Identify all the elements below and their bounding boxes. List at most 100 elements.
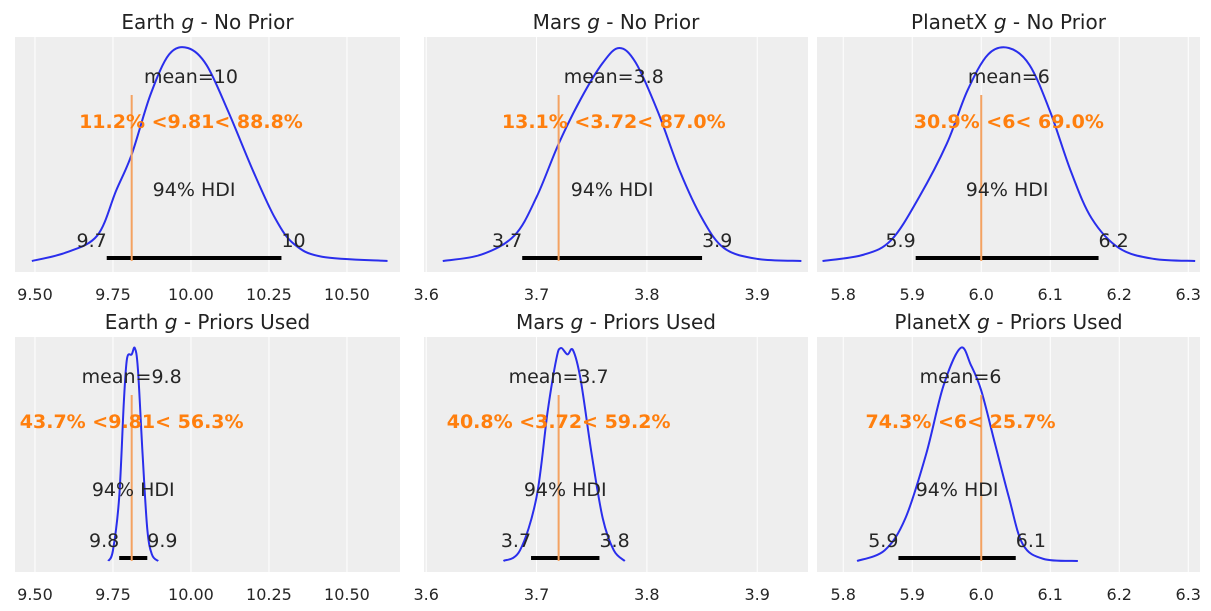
title-suffix: - No Prior — [600, 10, 700, 34]
x-tick-label: 6.0 — [969, 285, 994, 304]
x-tick-label: 9.50 — [17, 585, 53, 604]
plot-area — [15, 337, 400, 572]
mean-label: mean=3.8 — [564, 66, 664, 88]
hdi-label: 94% HDI — [153, 179, 236, 201]
plot-area — [424, 337, 808, 572]
title-suffix: - Priors Used — [177, 310, 310, 334]
hdi-high-label: 9.9 — [147, 530, 177, 552]
x-tick-label: 3.7 — [524, 285, 549, 304]
x-tick-label: 9.50 — [17, 285, 53, 304]
subplot-title: Earth g - No Prior — [121, 10, 294, 34]
subplot-5: 3.6 3.7 3.8 3.9 Mars g - Priors Used mean=3.7… — [413, 310, 808, 604]
x-tick-label: 6.2 — [1107, 285, 1132, 304]
x-tick-label: 3.6 — [413, 285, 438, 304]
density-curve — [856, 346, 1078, 562]
mean-label: mean=6 — [968, 66, 1050, 88]
reference-label: 74.3% <6< 25.7% — [865, 411, 1055, 433]
title-suffix: - Priors Used — [583, 310, 716, 334]
subplot-2: 3.6 3.7 3.8 3.9 Mars g - No Prior mean=3.8 13.… — [413, 10, 808, 304]
hdi-low-label: 9.7 — [77, 230, 107, 252]
mean-label: mean=6 — [920, 366, 1002, 388]
title-suffix: - No Prior — [1007, 10, 1107, 34]
hdi-low-label: 9.8 — [89, 530, 119, 552]
hdi-high-label: 3.9 — [702, 230, 732, 252]
x-tick-label: 6.2 — [1107, 585, 1132, 604]
x-tick-label: 5.9 — [900, 285, 925, 304]
density-curve — [442, 46, 802, 262]
reference-label: 43.7% <9.81< 56.3% — [20, 411, 244, 433]
x-tick-label: 3.9 — [745, 585, 770, 604]
subplot-4: 9.50 9.75 10.00 10.25 10.50 Earth g - Priors … — [15, 310, 400, 604]
x-tick-label: 6.3 — [1176, 585, 1201, 604]
x-tick-label: 6.3 — [1176, 285, 1201, 304]
x-tick-label: 9.75 — [95, 285, 131, 304]
title-suffix: - No Prior — [194, 10, 294, 34]
hdi-high-label: 3.8 — [599, 530, 629, 552]
density-curve — [107, 346, 159, 562]
x-tick-label: 9.75 — [95, 585, 131, 604]
title-variable: g — [165, 310, 178, 334]
subplot-1: 9.50 9.75 10.00 10.25 10.50 Earth g - No Prio… — [15, 10, 400, 304]
hdi-high-label: 10 — [281, 230, 305, 252]
hdi-label: 94% HDI — [92, 479, 175, 501]
subplot-title: Earth g - Priors Used — [105, 310, 310, 334]
reference-label: 30.9% <6< 69.0% — [914, 111, 1104, 133]
plot-area — [15, 37, 400, 272]
x-tick-label: 10.00 — [168, 585, 214, 604]
hdi-low-label: 3.7 — [492, 230, 522, 252]
hdi-label: 94% HDI — [524, 479, 607, 501]
hdi-label: 94% HDI — [571, 179, 654, 201]
hdi-low-label: 3.7 — [501, 530, 531, 552]
title-prefix: Earth — [105, 310, 165, 334]
x-tick-label: 3.8 — [634, 285, 659, 304]
title-variable: g — [181, 10, 194, 34]
plot-area — [424, 37, 808, 272]
title-variable: g — [994, 10, 1007, 34]
subplot-title: Mars g - No Prior — [533, 10, 700, 34]
title-suffix: - Priors Used — [990, 310, 1123, 334]
x-tick-label: 5.8 — [830, 285, 855, 304]
subplot-title: Mars g - Priors Used — [516, 310, 716, 334]
x-tick-label: 3.7 — [524, 585, 549, 604]
title-prefix: Mars — [516, 310, 571, 334]
hdi-label: 94% HDI — [966, 179, 1049, 201]
hdi-high-label: 6.2 — [1099, 230, 1129, 252]
x-tick-label: 6.0 — [969, 585, 994, 604]
x-tick-label: 3.9 — [745, 285, 770, 304]
x-tick-label: 10.50 — [324, 285, 370, 304]
x-tick-label: 10.25 — [246, 585, 292, 604]
title-prefix: PlanetX — [894, 310, 977, 334]
title-variable: g — [587, 10, 600, 34]
hdi-high-label: 6.1 — [1016, 530, 1046, 552]
x-tick-label: 5.9 — [900, 585, 925, 604]
subplot-title: PlanetX g - Priors Used — [894, 310, 1122, 334]
x-tick-label: 3.6 — [413, 585, 438, 604]
x-tick-label: 5.8 — [830, 585, 855, 604]
title-variable: g — [571, 310, 584, 334]
density-curve — [822, 46, 1196, 262]
hdi-label: 94% HDI — [916, 479, 999, 501]
title-prefix: Earth — [121, 10, 181, 34]
hdi-low-label: 5.9 — [868, 530, 898, 552]
x-tick-label: 10.25 — [246, 285, 292, 304]
mean-label: mean=3.7 — [509, 366, 609, 388]
density-curve — [502, 347, 626, 562]
reference-label: 13.1% <3.72< 87.0% — [502, 111, 726, 133]
subplot-6: 5.8 5.9 6.0 6.1 6.2 6.3 PlanetX g - Priors Use… — [817, 310, 1201, 604]
plot-area — [817, 37, 1200, 272]
reference-label: 40.8% <3.72< 59.2% — [447, 411, 671, 433]
mean-label: mean=10 — [144, 66, 238, 88]
title-prefix: PlanetX — [911, 10, 994, 34]
subplot-3: 5.8 5.9 6.0 6.1 6.2 6.3 PlanetX g - No Prior me… — [817, 10, 1201, 304]
hdi-low-label: 5.9 — [885, 230, 915, 252]
subplot-title: PlanetX g - No Prior — [911, 10, 1107, 34]
title-variable: g — [977, 310, 990, 334]
x-tick-label: 6.1 — [1038, 285, 1063, 304]
x-tick-label: 6.1 — [1038, 585, 1063, 604]
x-tick-label: 10.50 — [324, 585, 370, 604]
x-tick-label: 3.8 — [634, 585, 659, 604]
x-tick-label: 10.00 — [168, 285, 214, 304]
title-prefix: Mars — [533, 10, 588, 34]
density-curve — [31, 46, 388, 262]
